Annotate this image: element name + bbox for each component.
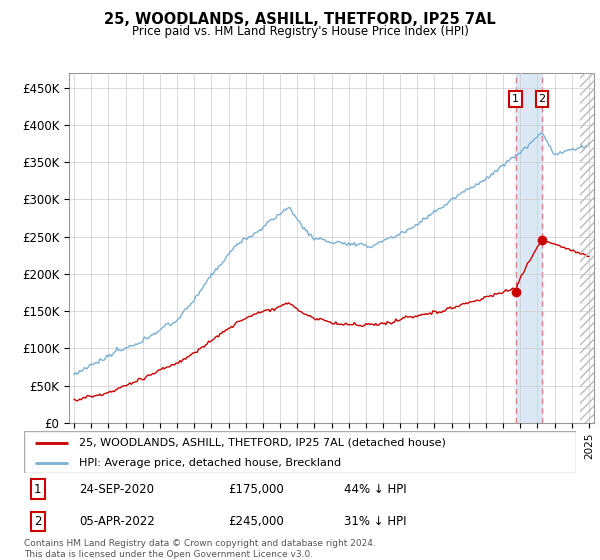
- Text: 44% ↓ HPI: 44% ↓ HPI: [344, 483, 407, 496]
- Text: £175,000: £175,000: [228, 483, 284, 496]
- Bar: [515, 73, 542, 423]
- Text: 2: 2: [538, 94, 545, 104]
- Text: HPI: Average price, detached house, Breckland: HPI: Average price, detached house, Brec…: [79, 458, 341, 468]
- Bar: [580, 73, 594, 423]
- Text: 2: 2: [34, 515, 41, 528]
- Text: 05-APR-2022: 05-APR-2022: [79, 515, 155, 528]
- Text: 24-SEP-2020: 24-SEP-2020: [79, 483, 154, 496]
- Text: 1: 1: [34, 483, 41, 496]
- Text: 25, WOODLANDS, ASHILL, THETFORD, IP25 7AL (detached house): 25, WOODLANDS, ASHILL, THETFORD, IP25 7A…: [79, 438, 446, 448]
- Text: 31% ↓ HPI: 31% ↓ HPI: [344, 515, 407, 528]
- Text: Contains HM Land Registry data © Crown copyright and database right 2024.
This d: Contains HM Land Registry data © Crown c…: [24, 539, 376, 559]
- FancyBboxPatch shape: [24, 431, 576, 473]
- Text: 1: 1: [512, 94, 519, 104]
- Text: 25, WOODLANDS, ASHILL, THETFORD, IP25 7AL: 25, WOODLANDS, ASHILL, THETFORD, IP25 7A…: [104, 12, 496, 27]
- Bar: [580, 73, 598, 423]
- Text: £245,000: £245,000: [228, 515, 284, 528]
- Text: Price paid vs. HM Land Registry's House Price Index (HPI): Price paid vs. HM Land Registry's House …: [131, 25, 469, 38]
